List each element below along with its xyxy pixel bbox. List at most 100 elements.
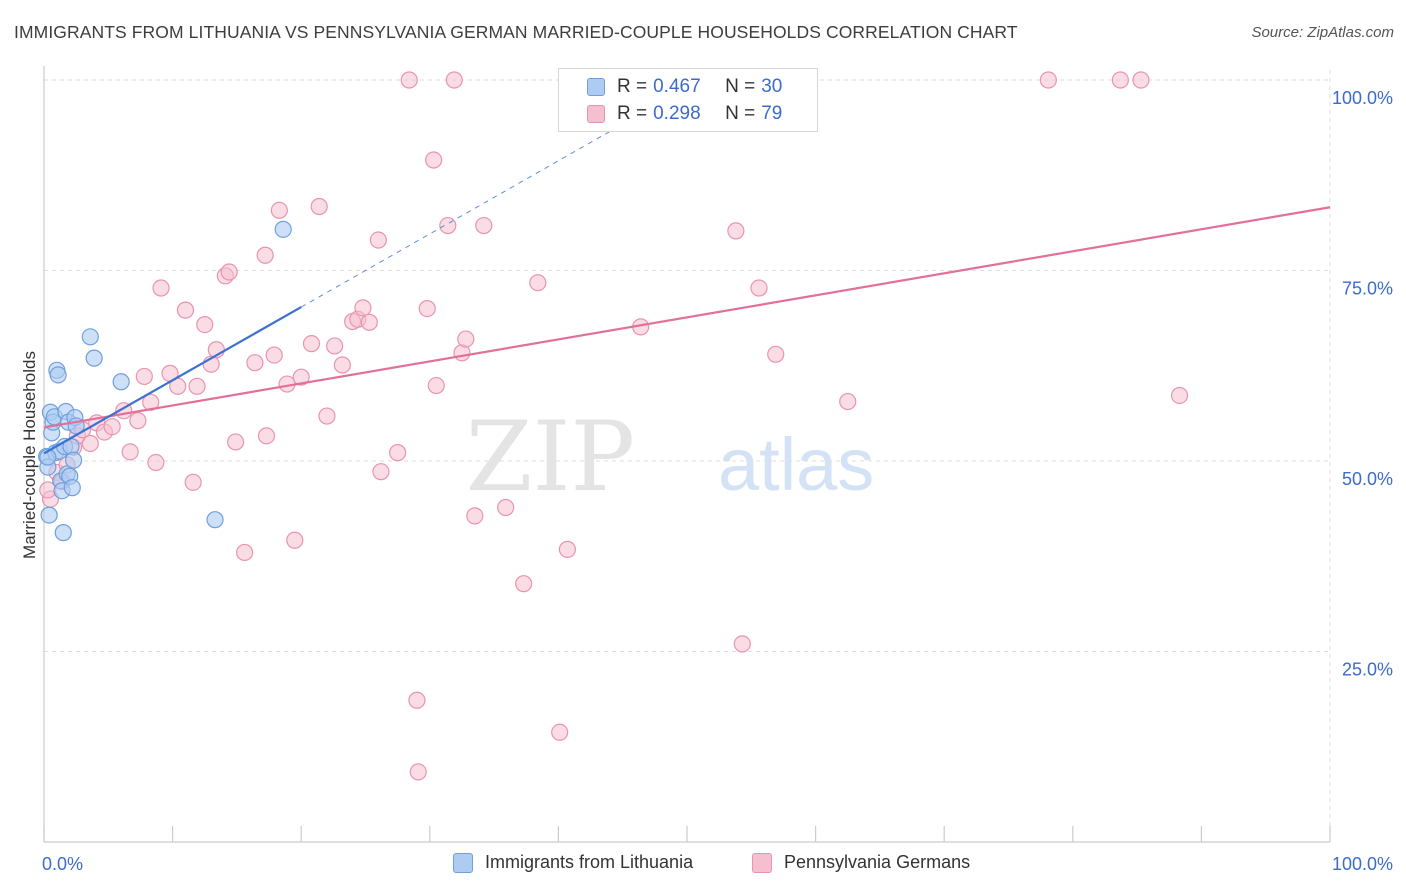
data-point-pennsylvania-germans [286,531,304,549]
data-point-immigrants-from-lithuania [63,479,81,497]
legend-r-value: 0.298 [653,103,701,124]
data-point-pennsylvania-germans [326,337,344,355]
trend-line-pennsylvania-germans [43,206,1331,429]
data-point-pennsylvania-germans [220,263,238,281]
data-point-pennsylvania-germans [409,763,427,781]
y-tick-label: 50.0% [1342,469,1393,489]
data-point-pennsylvania-germans [389,444,407,462]
data-point-pennsylvania-germans [310,197,328,216]
data-point-pennsylvania-germans [292,368,310,386]
data-point-immigrants-from-lithuania [54,524,72,542]
data-point-pennsylvania-germans [227,433,245,451]
data-point-pennsylvania-germans [457,330,475,348]
data-point-pennsylvania-germans [497,498,515,517]
data-point-pennsylvania-germans [418,300,436,318]
legend-label: Pennsylvania Germans [784,852,971,872]
data-point-pennsylvania-germans [445,71,463,89]
data-point-pennsylvania-germans [129,412,147,430]
tick-labels: 25.0% 50.0% 75.0% 100.0% 0.0% 100.0% [42,88,1393,874]
data-point-pennsylvania-germans [515,575,533,593]
trend-line-extension-dashed [300,116,636,308]
grid-lines [44,70,1331,842]
watermark-zip: ZIP [466,401,635,513]
data-point-pennsylvania-germans [1170,386,1189,405]
data-point-immigrants-from-lithuania [81,328,99,346]
data-point-pennsylvania-germans [333,356,351,374]
legend-swatch-blue [587,78,605,96]
data-point-pennsylvania-germans [246,354,264,372]
watermark-atlas: atlas [718,423,874,506]
data-point-pennsylvania-germans [369,231,387,249]
legend-item-pennsylvania[interactable]: Pennsylvania Germans [752,852,970,873]
data-point-pennsylvania-germans [354,299,372,317]
data-point-pennsylvania-germans [558,540,577,558]
data-point-pennsylvania-germans [529,274,547,292]
data-point-pennsylvania-germans [270,201,288,219]
data-point-pennsylvania-germans [372,463,390,481]
y-tick-label: 100.0% [1332,88,1393,108]
data-point-pennsylvania-germans [466,507,484,525]
x-tick-label: 0.0% [42,854,83,874]
data-point-pennsylvania-germans [256,246,274,264]
data-point-pennsylvania-germans [302,335,321,353]
y-tick-label: 25.0% [1342,660,1393,680]
data-point-immigrants-from-lithuania [39,448,57,466]
data-point-immigrants-from-lithuania [112,373,130,391]
data-point-pennsylvania-germans [188,377,206,395]
data-point-pennsylvania-germans [1111,71,1129,89]
data-point-pennsylvania-germans [1039,71,1057,89]
legend-r-value: 0.467 [653,76,701,97]
data-point-pennsylvania-germans [439,216,457,235]
legend-r-label: R = [617,76,648,97]
legend-row-pennsylvania: R = 0.298 N = 79 [559,100,782,128]
axes [43,66,1331,843]
series-pennsylvania-germans [39,71,1189,781]
legend-n-label: N = [725,76,756,97]
legend-swatch-blue [453,852,473,873]
data-point-pennsylvania-germans [425,151,443,169]
y-axis-label: Married-couple Households [20,351,39,559]
source-label: Source: ZipAtlas.com [1251,24,1394,41]
data-point-pennsylvania-germans [265,346,283,364]
legend-label: Immigrants from Lithuania [485,852,694,872]
legend-n-value: 79 [761,103,783,124]
legend-row-lithuania: R = 0.467 N = 30 [559,73,782,101]
data-point-immigrants-from-lithuania [40,506,58,524]
legend-item-lithuania[interactable]: Immigrants from Lithuania [453,852,693,873]
trend-line-immigrants-from-lithuania [43,306,302,455]
data-point-pennsylvania-germans [750,279,768,297]
data-point-pennsylvania-germans [103,418,121,436]
x-tick-label: 100.0% [1332,854,1393,874]
data-point-immigrants-from-lithuania [85,349,103,367]
data-point-pennsylvania-germans [1132,71,1150,89]
data-point-pennsylvania-germans [142,393,160,411]
data-point-pennsylvania-germans [152,279,170,297]
data-point-pennsylvania-germans [147,453,165,472]
data-point-pennsylvania-germans [318,407,336,425]
data-point-pennsylvania-germans [135,367,153,386]
watermark: ZIP atlas [466,401,875,513]
trend-lines [43,116,1331,455]
chart-title: IMMIGRANTS FROM LITHUANIA VS PENNSYLVANI… [14,22,1018,42]
legend-n-value: 30 [761,76,783,97]
data-point-pennsylvania-germans [551,723,569,741]
data-point-pennsylvania-germans [400,71,418,89]
data-point-pennsylvania-germans [236,543,254,562]
data-point-immigrants-from-lithuania [206,511,224,529]
data-point-pennsylvania-germans [727,222,745,240]
data-point-pennsylvania-germans [257,427,276,445]
series-legend: Immigrants from Lithuania Pennsylvania G… [0,852,1406,878]
data-point-pennsylvania-germans [427,376,445,395]
data-point-immigrants-from-lithuania [274,220,292,238]
data-point-pennsylvania-germans [767,345,785,363]
legend-swatch-pink [587,105,605,123]
data-point-pennsylvania-germans [839,392,857,411]
correlation-legend: R = 0.467 N = 30 R = 0.298 N = 79 [558,68,818,132]
data-point-pennsylvania-germans [81,434,99,453]
data-point-pennsylvania-germans [196,316,214,334]
y-tick-label: 75.0% [1342,279,1393,299]
legend-r-label: R = [617,103,648,124]
legend-n-label: N = [725,103,756,124]
data-point-immigrants-from-lithuania [64,451,83,469]
